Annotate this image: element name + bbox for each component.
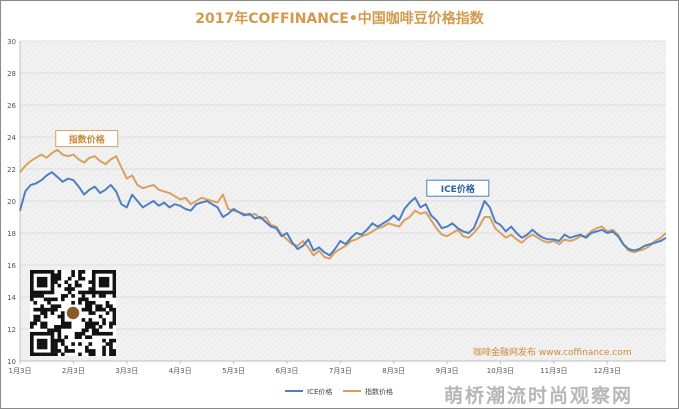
y-tick-label: 18 <box>7 230 16 238</box>
annotation-label: 指数价格 <box>69 134 106 146</box>
x-tick-label: 9月3日 <box>436 367 459 375</box>
x-tick-label: 4月3日 <box>169 367 192 375</box>
credit-text: 咖啡金融网发布 www.coffinance.com <box>473 348 632 358</box>
y-tick-label: 24 <box>7 134 16 142</box>
annotation-box <box>55 130 119 148</box>
x-tick-label: 7月3日 <box>329 367 352 375</box>
y-tick-label: 14 <box>7 294 16 302</box>
legend-label: 指数价格 <box>365 387 393 396</box>
x-tick-label: 12月3日 <box>594 367 621 375</box>
y-tick-label: 26 <box>7 102 16 110</box>
x-tick-label: 2月3日 <box>62 367 85 375</box>
x-tick-label: 10月3日 <box>487 367 514 375</box>
x-tick-label: 11月3日 <box>540 367 567 375</box>
annotation-box <box>426 179 490 197</box>
series-index-line <box>19 148 667 260</box>
y-tick-label: 30 <box>7 38 16 46</box>
x-tick-label: 8月3日 <box>382 367 405 375</box>
y-tick-label: 20 <box>7 198 16 206</box>
y-tick-label: 12 <box>7 326 16 334</box>
coffee-logo-icon <box>65 305 81 321</box>
x-tick-label: 6月3日 <box>275 367 298 375</box>
qr-code-image <box>30 270 116 356</box>
legend-label: ICE价格 <box>307 387 332 396</box>
x-tick-label: 5月3日 <box>222 367 245 375</box>
annotation-label: ICE价格 <box>441 183 476 195</box>
y-tick-label: 10 <box>7 358 16 366</box>
y-tick-label: 28 <box>7 70 16 78</box>
watermark-text: 萌桥潮流时尚观察网 <box>444 385 634 407</box>
x-tick-label: 1月3日 <box>9 367 32 375</box>
y-tick-label: 16 <box>7 262 16 270</box>
x-tick-label: 3月3日 <box>115 367 138 375</box>
chart-title: 2017年COFFINANCE•中国咖啡豆价格指数 <box>195 11 484 27</box>
series-ice-line <box>19 171 667 257</box>
y-tick-label: 22 <box>7 166 16 174</box>
